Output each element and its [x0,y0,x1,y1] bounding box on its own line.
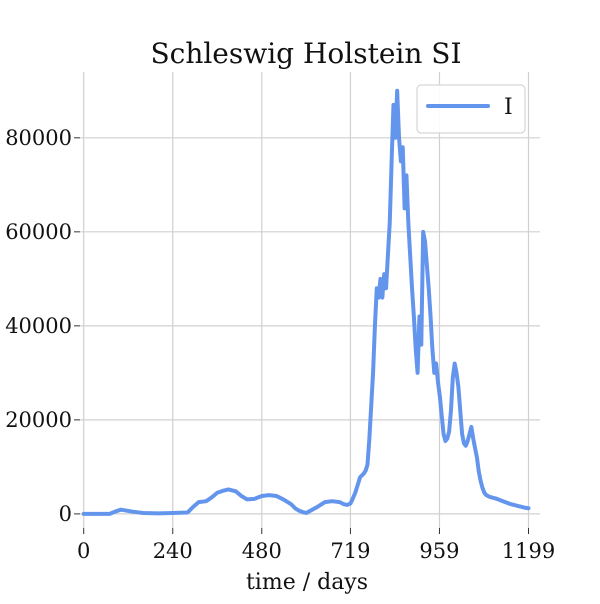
x-tick-label: 719 [330,539,370,563]
legend-box [416,84,526,134]
grid-layer [80,72,540,528]
legend-label: I [504,95,513,120]
chart-title: Schleswig Holstein SI [150,37,461,70]
x-tick-label: 0 [77,539,90,563]
legend: I [416,84,526,134]
x-tick-label: 959 [419,539,459,563]
y-tick-label: 40000 [5,314,72,338]
x-tick-label: 480 [242,539,282,563]
y-tick-label: 80000 [5,126,72,150]
y-tick-label: 20000 [5,408,72,432]
series-layer [81,88,531,516]
x-tick-label: 240 [153,539,193,563]
x-axis-label: time / days [246,570,368,595]
y-tick-label: 60000 [5,220,72,244]
x-tick-label: 1199 [502,539,555,563]
tick-layer: 0 240 480 719 959 1199 0 20000 40000 60000 80000 [5,126,555,563]
series-line-I [81,88,531,516]
y-tick-label: 0 [59,502,72,526]
